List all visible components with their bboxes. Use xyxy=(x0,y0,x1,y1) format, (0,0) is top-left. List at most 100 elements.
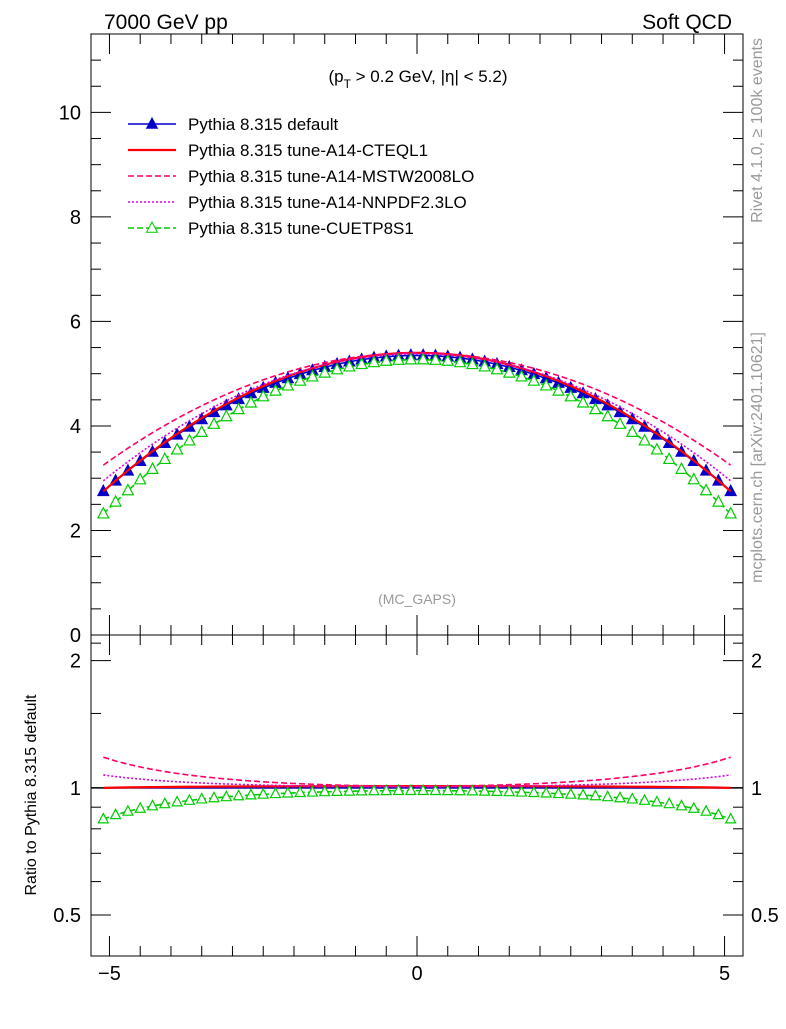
ratio-point-cuetp xyxy=(564,787,577,799)
data-point-cuetp xyxy=(109,494,123,507)
data-point-cuetp xyxy=(232,402,246,415)
ratio-point-cuetp xyxy=(552,786,565,799)
ratio-point-cuetp xyxy=(724,812,737,824)
data-point-cuetp xyxy=(158,451,172,465)
ratio-point-cuetp xyxy=(269,786,282,799)
ratio-point-cuetp xyxy=(626,792,639,804)
ratio-line-cuetp xyxy=(103,789,731,820)
ratio-point-cuetp xyxy=(208,791,220,803)
ratio-point-cuetp xyxy=(281,786,294,798)
data-point-cuetp xyxy=(318,365,332,378)
data-point-cuetp xyxy=(564,389,578,402)
data-point-cuetp xyxy=(207,416,221,429)
ratio-point-cuetp xyxy=(404,783,417,796)
series-cuetp xyxy=(96,352,738,519)
data-point-cuetp xyxy=(650,442,664,455)
data-point-cuetp xyxy=(170,442,184,455)
ratio-point-cuetp xyxy=(220,790,233,802)
data-point-cuetp xyxy=(601,409,615,422)
legend-label-mstw: Pythia 8.315 tune-A14-MSTW2008LO xyxy=(188,167,474,186)
series-line-default xyxy=(102,354,732,492)
y-tick-label: 10 xyxy=(59,102,81,124)
ratio-point-cuetp xyxy=(355,784,368,796)
data-point-cuetp xyxy=(429,352,442,365)
main-y-axis: 0 2 4 6 8 10 xyxy=(59,59,743,647)
y-tick-label: 4 xyxy=(70,416,81,438)
data-point-cuetp xyxy=(355,357,369,370)
ratio-point-cuetp xyxy=(454,784,467,796)
data-point-cuetp xyxy=(699,483,713,496)
ratio-point-cuetp xyxy=(466,784,479,796)
ratio-point-cuetp xyxy=(171,795,184,807)
ratio-point-cuetp xyxy=(146,799,159,811)
data-point-cuetp xyxy=(453,355,467,368)
data-point-cuetp xyxy=(183,433,196,446)
ratio-point-cuetp xyxy=(601,790,614,802)
data-point-cuetp xyxy=(416,352,430,365)
data-point-cuetp xyxy=(662,451,676,465)
ratio-point-cuetp xyxy=(687,801,700,813)
ratio-line-nnpdf xyxy=(103,774,731,788)
ratio-point-cuetp xyxy=(121,804,134,816)
data-point-cuetp xyxy=(330,362,344,375)
ratio-series-group xyxy=(97,756,737,824)
data-point-cuetp xyxy=(527,373,541,386)
series-line-mstw xyxy=(102,352,732,466)
x-tick-label: −5 xyxy=(98,963,121,985)
ratio-point-cuetp xyxy=(97,812,110,824)
ratio-point-cuetp xyxy=(183,793,196,805)
ratio-point-cuetp xyxy=(527,785,540,798)
ratio-series-cuetp xyxy=(97,783,737,824)
ratio-series-mstw xyxy=(103,756,731,787)
header-left: 7000 GeV pp xyxy=(104,11,228,34)
data-point-cuetp xyxy=(552,383,565,396)
ratio-point-cuetp xyxy=(257,787,270,799)
x-tick-label: 0 xyxy=(411,963,422,985)
series-line-cuetp xyxy=(102,358,732,515)
data-point-cuetp xyxy=(588,402,602,415)
legend-label-cteql1: Pythia 8.315 tune-A14-CTEQL1 xyxy=(188,141,428,160)
data-point-cuetp xyxy=(490,362,504,375)
ratio-series-nnpdf xyxy=(103,774,731,788)
data-point-cuetp xyxy=(404,352,418,365)
ratio-point-cuetp xyxy=(417,783,430,796)
legend-label-default: Pythia 8.315 default xyxy=(188,115,339,134)
data-point-cuetp xyxy=(269,383,282,396)
ratio-point-cuetp xyxy=(675,799,688,811)
ratio-point-cuetp xyxy=(650,795,663,807)
ratio-y-tick-label: 2 xyxy=(70,651,81,673)
ratio-point-cuetp xyxy=(614,791,626,803)
data-point-cuetp xyxy=(195,424,209,437)
data-point-cuetp xyxy=(342,359,356,372)
main-series-group xyxy=(96,348,738,519)
data-point-cuetp xyxy=(675,461,688,474)
data-point-cuetp xyxy=(539,378,553,391)
y-tick-label: 2 xyxy=(70,520,81,542)
ratio-point-cuetp xyxy=(331,784,343,796)
y-tick-label: 0 xyxy=(70,625,81,647)
data-point-cuetp xyxy=(121,483,135,496)
data-point-cuetp xyxy=(133,472,147,485)
ratio-point-cuetp xyxy=(515,785,528,797)
data-point-cuetp xyxy=(724,506,738,519)
ratio-y-axis: 0.5 0.5 1 1 2 2 xyxy=(53,642,779,927)
cut-annotation: (pT > 0.2 GeV, |η| < 5.2) xyxy=(328,67,507,91)
ratio-point-cuetp xyxy=(306,785,319,797)
data-point-cuetp xyxy=(515,369,528,382)
data-point-cuetp xyxy=(219,409,233,422)
ratio-y-tick-label: 0.5 xyxy=(53,905,81,927)
ratio-point-cuetp xyxy=(232,789,245,801)
data-point-cuetp xyxy=(293,373,307,386)
ratio-point-cuetp xyxy=(294,785,307,798)
ratio-point-cuetp xyxy=(663,797,676,809)
ratio-point-cuetp xyxy=(158,797,171,809)
ratio-point-cuetp xyxy=(638,793,651,805)
series-line-nnpdf xyxy=(102,353,732,482)
data-point-cuetp xyxy=(306,369,319,382)
ratio-point-cuetp xyxy=(589,789,602,801)
data-point-cuetp xyxy=(625,424,639,437)
ratio-point-cuetp xyxy=(109,808,122,820)
analysis-watermark: (MC_GAPS) xyxy=(378,591,456,607)
